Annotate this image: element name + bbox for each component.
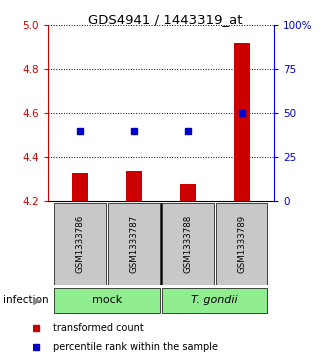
Bar [162,203,214,285]
Bar [216,203,267,285]
Text: percentile rank within the sample: percentile rank within the sample [53,342,218,352]
Bar [108,203,160,285]
Bar [54,288,160,313]
Text: GSM1333786: GSM1333786 [76,215,84,273]
Text: mock: mock [92,295,122,305]
Bar [180,184,196,201]
Text: GDS4941 / 1443319_at: GDS4941 / 1443319_at [88,13,242,26]
Text: GSM1333788: GSM1333788 [183,215,192,273]
Text: transformed count: transformed count [53,323,144,333]
Bar [126,171,142,201]
Bar [54,203,106,285]
Text: GSM1333787: GSM1333787 [129,215,139,273]
Text: T. gondii: T. gondii [191,295,238,305]
Text: ▶: ▶ [33,295,42,305]
Text: infection: infection [3,295,49,305]
Bar [72,173,88,201]
Bar [162,288,267,313]
Bar [234,43,250,201]
Text: GSM1333789: GSM1333789 [237,215,246,273]
